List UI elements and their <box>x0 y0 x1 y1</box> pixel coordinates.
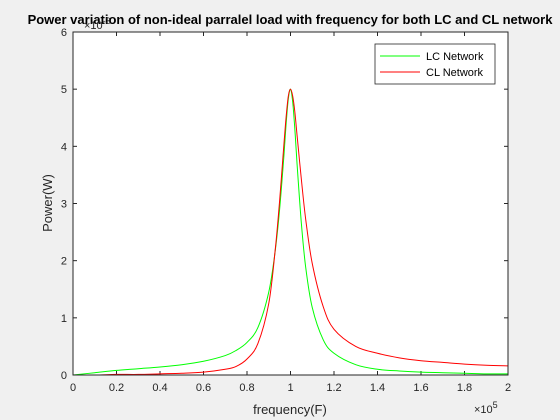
x-axis-exponent: ×105 <box>474 400 498 416</box>
x-tick-label: 1 <box>287 382 293 394</box>
x-exponent-base: ×10 <box>474 404 493 416</box>
y-exponent-base: ×10 <box>84 20 103 32</box>
x-tick-label: 2 <box>505 382 511 394</box>
y-exponent-power: -3 <box>103 16 111 26</box>
x-tick-label: 1.4 <box>370 382 385 394</box>
y-tick-label: 1 <box>61 313 67 325</box>
x-tick-label: 0.4 <box>152 382 167 394</box>
y-tick-label: 2 <box>61 256 67 268</box>
x-tick-label: 0.8 <box>239 382 254 394</box>
x-tick-label: 1.2 <box>326 382 341 394</box>
x-tick-label: 0.2 <box>109 382 124 394</box>
y-axis-label: Power(W) <box>40 174 55 232</box>
x-tick-label: 1.8 <box>457 382 472 394</box>
y-tick-label: 4 <box>61 141 67 153</box>
legend: LC Network CL Network <box>375 44 495 84</box>
x-tick-label: 1.6 <box>413 382 428 394</box>
y-tick-label: 6 <box>61 27 67 39</box>
x-axis-label: frequency(F) <box>253 402 327 417</box>
y-tick-label: 5 <box>61 84 67 96</box>
legend-label-lc-network: LC Network <box>426 51 484 63</box>
legend-label-cl-network: CL Network <box>426 67 484 79</box>
y-tick-label: 3 <box>61 199 67 211</box>
y-tick-label: 0 <box>61 370 67 382</box>
x-tick-label: 0 <box>70 382 76 394</box>
x-exponent-power: 5 <box>493 400 498 410</box>
x-tick-label: 0.6 <box>196 382 211 394</box>
